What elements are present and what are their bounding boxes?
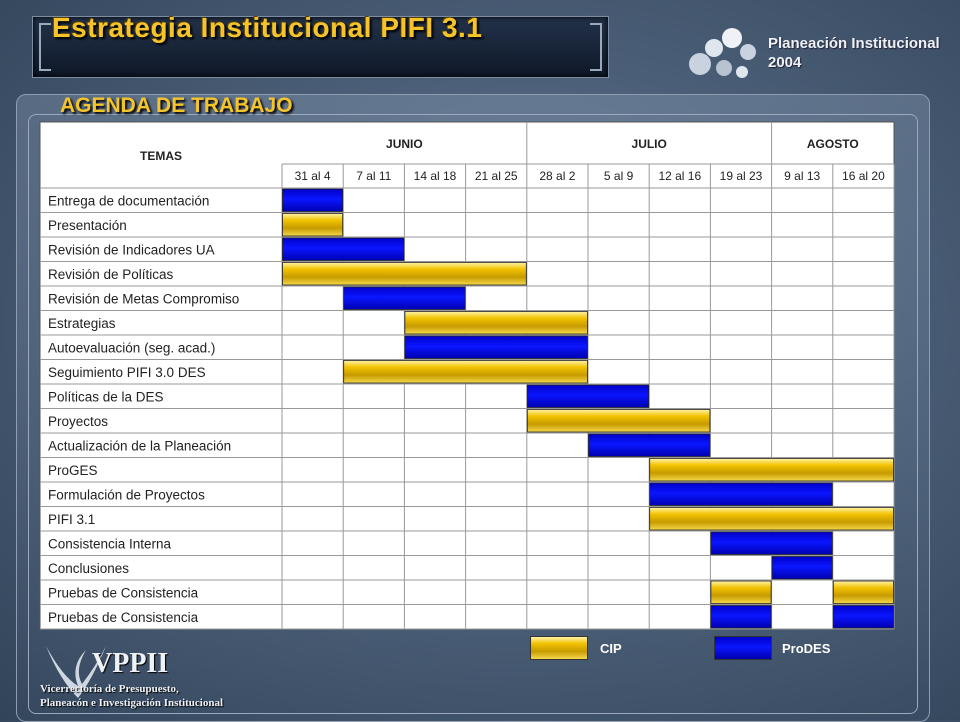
vppi-emblem-icon <box>46 646 106 698</box>
week-label: 16 al 20 <box>842 169 885 183</box>
row-label: Seguimiento PIFI 3.0 DES <box>48 365 206 380</box>
row-label: Pruebas de Consistencia <box>48 610 199 625</box>
prodes-bar <box>588 433 711 457</box>
row-label: Pruebas de Consistencia <box>48 585 199 600</box>
prodes-bar <box>343 286 466 310</box>
week-label: 5 al 9 <box>604 169 634 183</box>
row-label: Entrega de documentación <box>48 193 209 208</box>
footer-org-line1: Vicerrectoría de Presupuesto, <box>40 683 179 695</box>
table-frame <box>28 114 918 714</box>
row-label: Revisión de Indicadores UA <box>48 242 215 257</box>
org-name-line1: Planeación Institucional <box>768 35 940 52</box>
cip-bar <box>649 507 894 531</box>
row-label: Formulación de Proyectos <box>48 487 205 502</box>
org-name-line2: 2004 <box>768 54 802 71</box>
legend-cip-label: CIP <box>600 641 622 656</box>
row-label: Revisión de Metas Compromiso <box>48 291 239 306</box>
week-label: 12 al 16 <box>658 169 701 183</box>
week-label: 9 al 13 <box>784 169 820 183</box>
row-label: Políticas de la DES <box>48 389 164 404</box>
prodes-bar <box>832 605 894 629</box>
vppi-logo-text: VPPII <box>92 648 169 679</box>
prodes-bar <box>526 384 650 408</box>
month-label: AGOSTO <box>807 137 859 151</box>
week-label: 28 al 2 <box>539 169 575 183</box>
legend-cip-swatch <box>530 636 588 660</box>
row-label: Estrategias <box>48 316 116 331</box>
cip-bar <box>649 458 894 482</box>
cip-bar <box>832 580 894 604</box>
week-label: 21 al 25 <box>475 169 518 183</box>
legend-prodes-label: ProDES <box>782 641 831 656</box>
prodes-bar <box>282 188 344 212</box>
title-bracket-left <box>39 23 51 71</box>
row-label: Presentación <box>48 218 127 233</box>
footer-org: Vicerrectoría de Presupuesto, Planeacón … <box>40 682 223 710</box>
row-label: ProGES <box>48 463 98 478</box>
row-label: PIFI 3.1 <box>48 512 95 527</box>
cip-bar <box>404 311 588 335</box>
row-label: Proyectos <box>48 414 108 429</box>
week-label: 31 al 4 <box>295 169 331 183</box>
title-bar <box>32 16 609 78</box>
planeacion-logo-icon <box>689 28 756 78</box>
cip-bar <box>343 360 588 384</box>
prodes-bar <box>710 531 833 555</box>
cip-bar <box>282 213 344 237</box>
cip-bar <box>526 409 711 433</box>
org-name: Planeación Institucional 2004 <box>768 34 940 72</box>
month-label: JUNIO <box>386 137 423 151</box>
temas-header: TEMAS <box>140 149 182 163</box>
month-label: JULIO <box>632 137 667 151</box>
prodes-bar <box>710 605 772 629</box>
prodes-bar <box>404 335 588 359</box>
prodes-bar <box>649 482 833 506</box>
week-label: 7 al 11 <box>356 169 391 183</box>
week-label: 14 al 18 <box>414 169 457 183</box>
agenda-heading: AGENDA DE TRABAJO <box>60 94 293 117</box>
prodes-bar <box>771 556 833 580</box>
legend-prodes-swatch <box>714 636 772 660</box>
footer-org-line2: Planeacón e Investigación Institucional <box>40 697 224 709</box>
row-label: Revisión de Políticas <box>48 267 174 282</box>
prodes-bar <box>282 237 405 261</box>
row-label: Conclusiones <box>48 561 129 576</box>
week-label: 19 al 23 <box>720 169 763 183</box>
cip-bar <box>710 580 772 604</box>
row-label: Autoevaluación (seg. acad.) <box>48 340 215 355</box>
title-bracket-right <box>590 23 602 71</box>
row-label: Consistencia Interna <box>48 536 172 551</box>
page-title: Estrategia Institucional PIFI 3.1 <box>52 12 483 43</box>
row-label: Actualización de la Planeación <box>48 438 231 453</box>
cip-bar <box>282 262 527 286</box>
